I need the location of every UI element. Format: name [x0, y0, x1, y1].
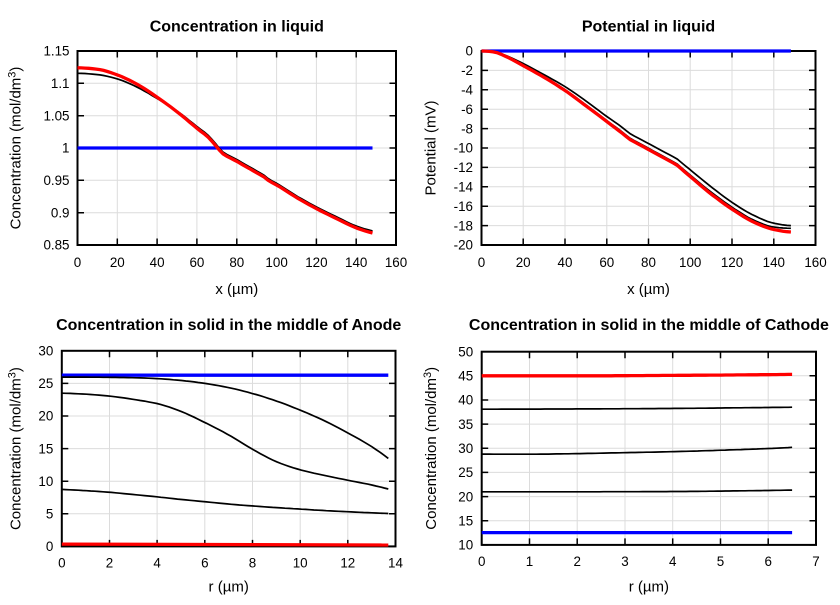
svg-text:12: 12: [340, 555, 355, 570]
svg-text:2: 2: [573, 554, 580, 569]
svg-text:5: 5: [717, 554, 724, 569]
svg-text:0: 0: [478, 255, 485, 270]
svg-text:120: 120: [721, 255, 743, 270]
svg-text:Concentration (mol/dm3): Concentration (mol/dm3): [7, 367, 25, 530]
svg-text:20: 20: [458, 489, 473, 504]
svg-text:3: 3: [621, 554, 628, 569]
svg-text:-16: -16: [454, 199, 473, 214]
svg-text:8: 8: [249, 555, 256, 570]
svg-text:1.15: 1.15: [43, 44, 69, 59]
svg-text:-2: -2: [461, 63, 473, 78]
svg-text:40: 40: [558, 255, 573, 270]
svg-text:80: 80: [641, 255, 656, 270]
svg-text:10: 10: [293, 555, 308, 570]
svg-text:35: 35: [458, 417, 473, 432]
svg-text:20: 20: [38, 409, 53, 424]
svg-text:Concentration in solid in the: Concentration in solid in the middle of …: [469, 317, 829, 334]
svg-text:-14: -14: [454, 180, 474, 195]
svg-text:30: 30: [38, 344, 53, 359]
svg-text:4: 4: [153, 555, 161, 570]
svg-text:2: 2: [106, 555, 113, 570]
svg-text:-10: -10: [454, 141, 473, 156]
svg-text:1.05: 1.05: [43, 108, 69, 123]
svg-text:0: 0: [46, 539, 53, 554]
svg-text:5: 5: [46, 507, 53, 522]
svg-text:6: 6: [764, 554, 771, 569]
svg-text:0: 0: [74, 255, 81, 270]
svg-text:7: 7: [812, 554, 819, 569]
svg-text:25: 25: [458, 465, 473, 480]
svg-text:0: 0: [58, 555, 65, 570]
svg-text:160: 160: [804, 255, 826, 270]
svg-text:100: 100: [265, 255, 287, 270]
svg-text:60: 60: [599, 255, 614, 270]
svg-text:-18: -18: [454, 218, 473, 233]
svg-text:100: 100: [679, 255, 701, 270]
svg-text:25: 25: [38, 376, 53, 391]
svg-text:-12: -12: [454, 160, 473, 175]
svg-text:x (µm): x (µm): [627, 281, 670, 298]
svg-text:Concentration in solid in the: Concentration in solid in the middle of …: [56, 317, 401, 334]
svg-text:30: 30: [458, 441, 473, 456]
svg-text:160: 160: [385, 255, 407, 270]
svg-text:4: 4: [669, 554, 677, 569]
svg-text:-8: -8: [461, 121, 473, 136]
svg-text:60: 60: [189, 255, 204, 270]
svg-text:120: 120: [305, 255, 327, 270]
svg-text:x (µm): x (µm): [215, 281, 258, 298]
svg-text:r (µm): r (µm): [629, 579, 669, 596]
svg-text:Concentration in liquid: Concentration in liquid: [150, 19, 324, 36]
svg-text:Potential in liquid: Potential in liquid: [582, 19, 715, 36]
svg-text:50: 50: [458, 344, 473, 359]
svg-text:-20: -20: [454, 238, 473, 253]
svg-text:40: 40: [458, 393, 473, 408]
svg-text:Potential (mV): Potential (mV): [423, 100, 440, 195]
svg-text:0.9: 0.9: [51, 205, 70, 220]
svg-text:40: 40: [150, 255, 165, 270]
svg-text:1.1: 1.1: [51, 76, 70, 91]
svg-text:45: 45: [458, 369, 473, 384]
svg-text:15: 15: [458, 514, 473, 529]
svg-text:1: 1: [62, 141, 69, 156]
svg-text:20: 20: [516, 255, 531, 270]
svg-text:-4: -4: [461, 83, 473, 98]
svg-text:Concentration (mol/dm3): Concentration (mol/dm3): [7, 67, 25, 230]
svg-text:10: 10: [38, 474, 53, 489]
svg-text:0: 0: [466, 44, 473, 59]
svg-text:140: 140: [763, 255, 785, 270]
svg-text:15: 15: [38, 441, 53, 456]
svg-text:80: 80: [229, 255, 244, 270]
svg-text:0.85: 0.85: [43, 238, 69, 253]
svg-text:1: 1: [526, 554, 533, 569]
svg-text:6: 6: [201, 555, 208, 570]
svg-text:20: 20: [110, 255, 125, 270]
svg-text:r (µm): r (µm): [209, 579, 249, 596]
svg-text:14: 14: [388, 555, 403, 570]
svg-text:-6: -6: [461, 102, 473, 117]
svg-text:0: 0: [478, 554, 485, 569]
svg-text:0.95: 0.95: [43, 173, 69, 188]
svg-text:140: 140: [345, 255, 367, 270]
svg-text:Concentration (mol/dm3): Concentration (mol/dm3): [422, 367, 440, 530]
svg-text:10: 10: [458, 538, 473, 553]
